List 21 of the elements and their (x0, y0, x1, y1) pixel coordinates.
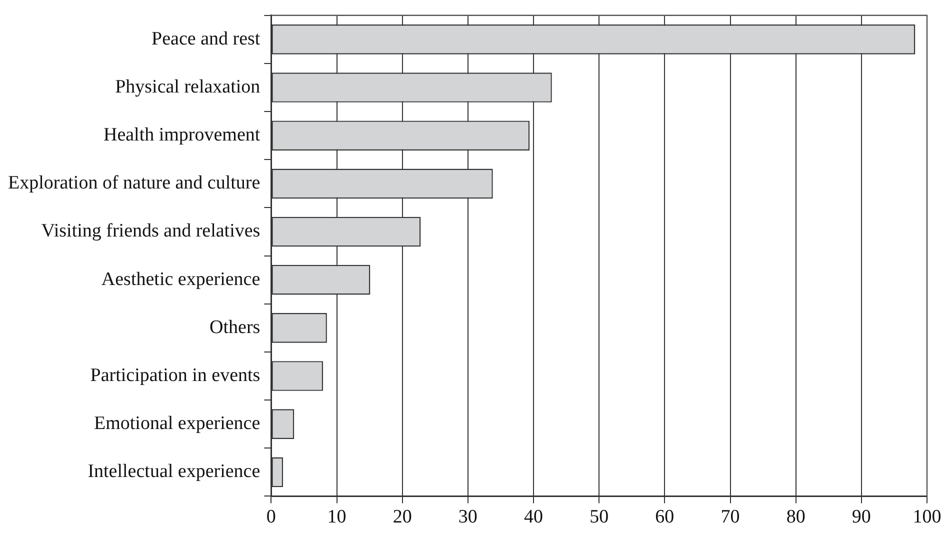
y-tick-label: Physical relaxation (115, 76, 261, 98)
y-tick-label: Aesthetic experience (101, 268, 260, 290)
x-tick-label: 20 (392, 506, 412, 528)
x-tick-label: 0 (266, 506, 276, 528)
x-tick-label: 60 (655, 506, 674, 528)
x-tick-label: 10 (327, 506, 346, 528)
y-tick-label: Peace and rest (152, 28, 261, 50)
x-tick-label: 50 (590, 506, 609, 528)
y-tick-label: Emotional experience (94, 413, 260, 434)
y-tick-label: Intellectual experience (88, 461, 260, 482)
y-tick-label: Participation in events (90, 364, 260, 386)
x-tick-label: 40 (524, 506, 544, 528)
y-tick-label: Visiting friends and relatives (41, 220, 260, 242)
y-tick-label: Health improvement (103, 124, 261, 146)
x-tick-label: 100 (912, 506, 942, 528)
x-tick-label: 30 (458, 506, 478, 528)
y-tick-label: Exploration of nature and culture (8, 172, 260, 194)
x-tick-label: 80 (786, 506, 806, 528)
y-tick-label: Others (210, 316, 260, 338)
x-tick-label: 70 (720, 506, 740, 528)
x-tick-label: 90 (852, 506, 871, 528)
